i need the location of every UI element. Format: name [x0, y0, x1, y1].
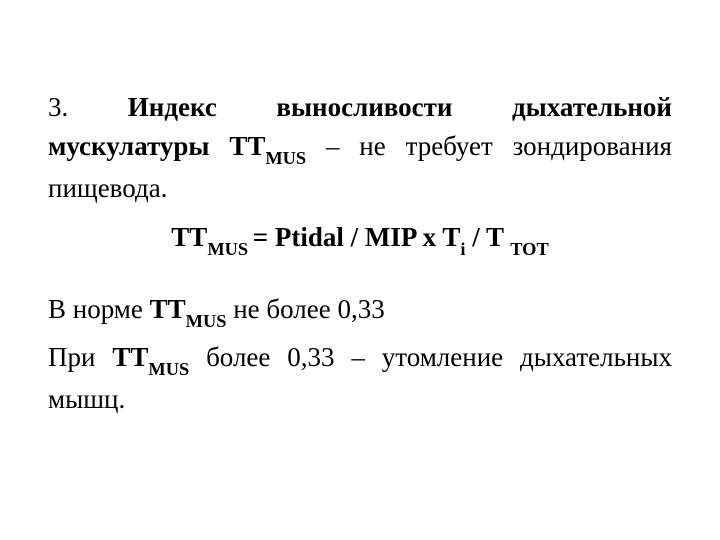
formula-line: TTMUS = Ptidal / MIP x Ti / T TOT	[48, 218, 672, 260]
p3-tt: ТТMUS	[112, 342, 189, 372]
formula-ti-sub: i	[460, 239, 465, 259]
item-number: 3.	[48, 92, 68, 122]
formula-lhs: TT	[171, 222, 207, 252]
formula-mid: / T	[465, 222, 510, 252]
p3-tt-main: ТТ	[112, 342, 148, 372]
formula-tot-sub: TOT	[510, 239, 548, 259]
formula-lhs-sub: MUS	[207, 239, 252, 259]
paragraph-fatigue: При ТТMUS более 0,33 – утомление дыхател…	[48, 338, 672, 419]
paragraph-normal-value: В норме ТТMUS не более 0,33	[48, 290, 672, 332]
paragraph-definition: 3. Индекс выносливости дыхательной муску…	[48, 88, 672, 208]
document-page: 3. Индекс выносливости дыхательной муску…	[0, 0, 720, 540]
term-subscript: MUS	[265, 148, 306, 168]
p3-tt-sub: MUS	[148, 359, 189, 379]
p3-lead: При	[48, 342, 112, 372]
formula-eq: = Ptidal / MIP x T	[253, 222, 461, 252]
p2-tt: ТТMUS	[150, 294, 227, 324]
p2-tt-main: ТТ	[150, 294, 186, 324]
p2-rest: не более 0,33	[226, 294, 384, 324]
p2-lead: В норме	[48, 294, 150, 324]
p2-tt-sub: MUS	[186, 311, 227, 331]
